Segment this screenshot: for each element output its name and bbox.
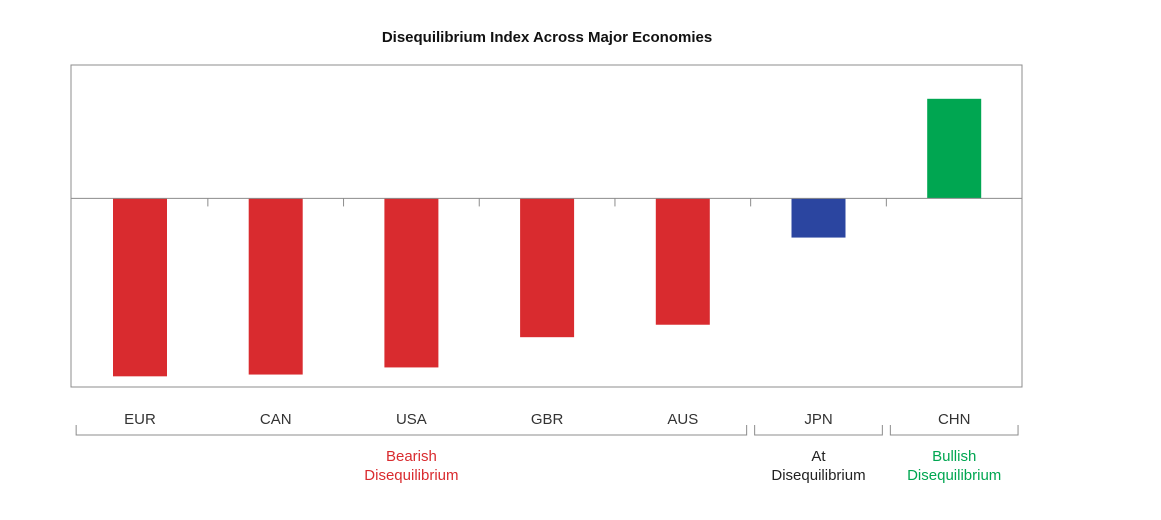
bar-aus <box>655 198 710 325</box>
bar-jpn <box>791 198 846 238</box>
bars-group <box>113 98 982 377</box>
x-tick-label-eur: EUR <box>124 411 156 428</box>
group-label: Disequilibrium <box>364 467 458 484</box>
bar-chn <box>927 98 982 199</box>
zero-line-group <box>71 197 1022 207</box>
group-label: Bearish <box>386 448 437 465</box>
group-label: At <box>811 448 826 465</box>
x-tick-label-gbr: GBR <box>531 411 564 428</box>
group-bracket <box>754 425 883 436</box>
bar-usa <box>384 198 439 368</box>
group-label: Bullish <box>932 448 976 465</box>
x-tick-label-can: CAN <box>260 411 292 428</box>
x-tick-label-aus: AUS <box>667 411 698 428</box>
x-tick-label-usa: USA <box>396 411 427 428</box>
chart-title: Disequilibrium Index Across Major Econom… <box>382 29 712 46</box>
x-tick-label-jpn: JPN <box>804 411 832 428</box>
group-bracket <box>75 425 748 436</box>
category-groups: Bearish Disequilibrium At Disequilibrium Bul… <box>75 425 1019 484</box>
group-label: Disequilibrium <box>771 467 865 484</box>
x-tick-label-chn: CHN <box>938 411 971 428</box>
bar-can <box>248 198 303 375</box>
x-tick-labels: EUR CAN USA GBR AUS JPN CHN <box>124 411 970 428</box>
group-label: Disequilibrium <box>907 467 1001 484</box>
bar-eur <box>113 198 167 377</box>
bar-gbr <box>520 198 575 338</box>
group-bracket <box>889 425 1019 436</box>
